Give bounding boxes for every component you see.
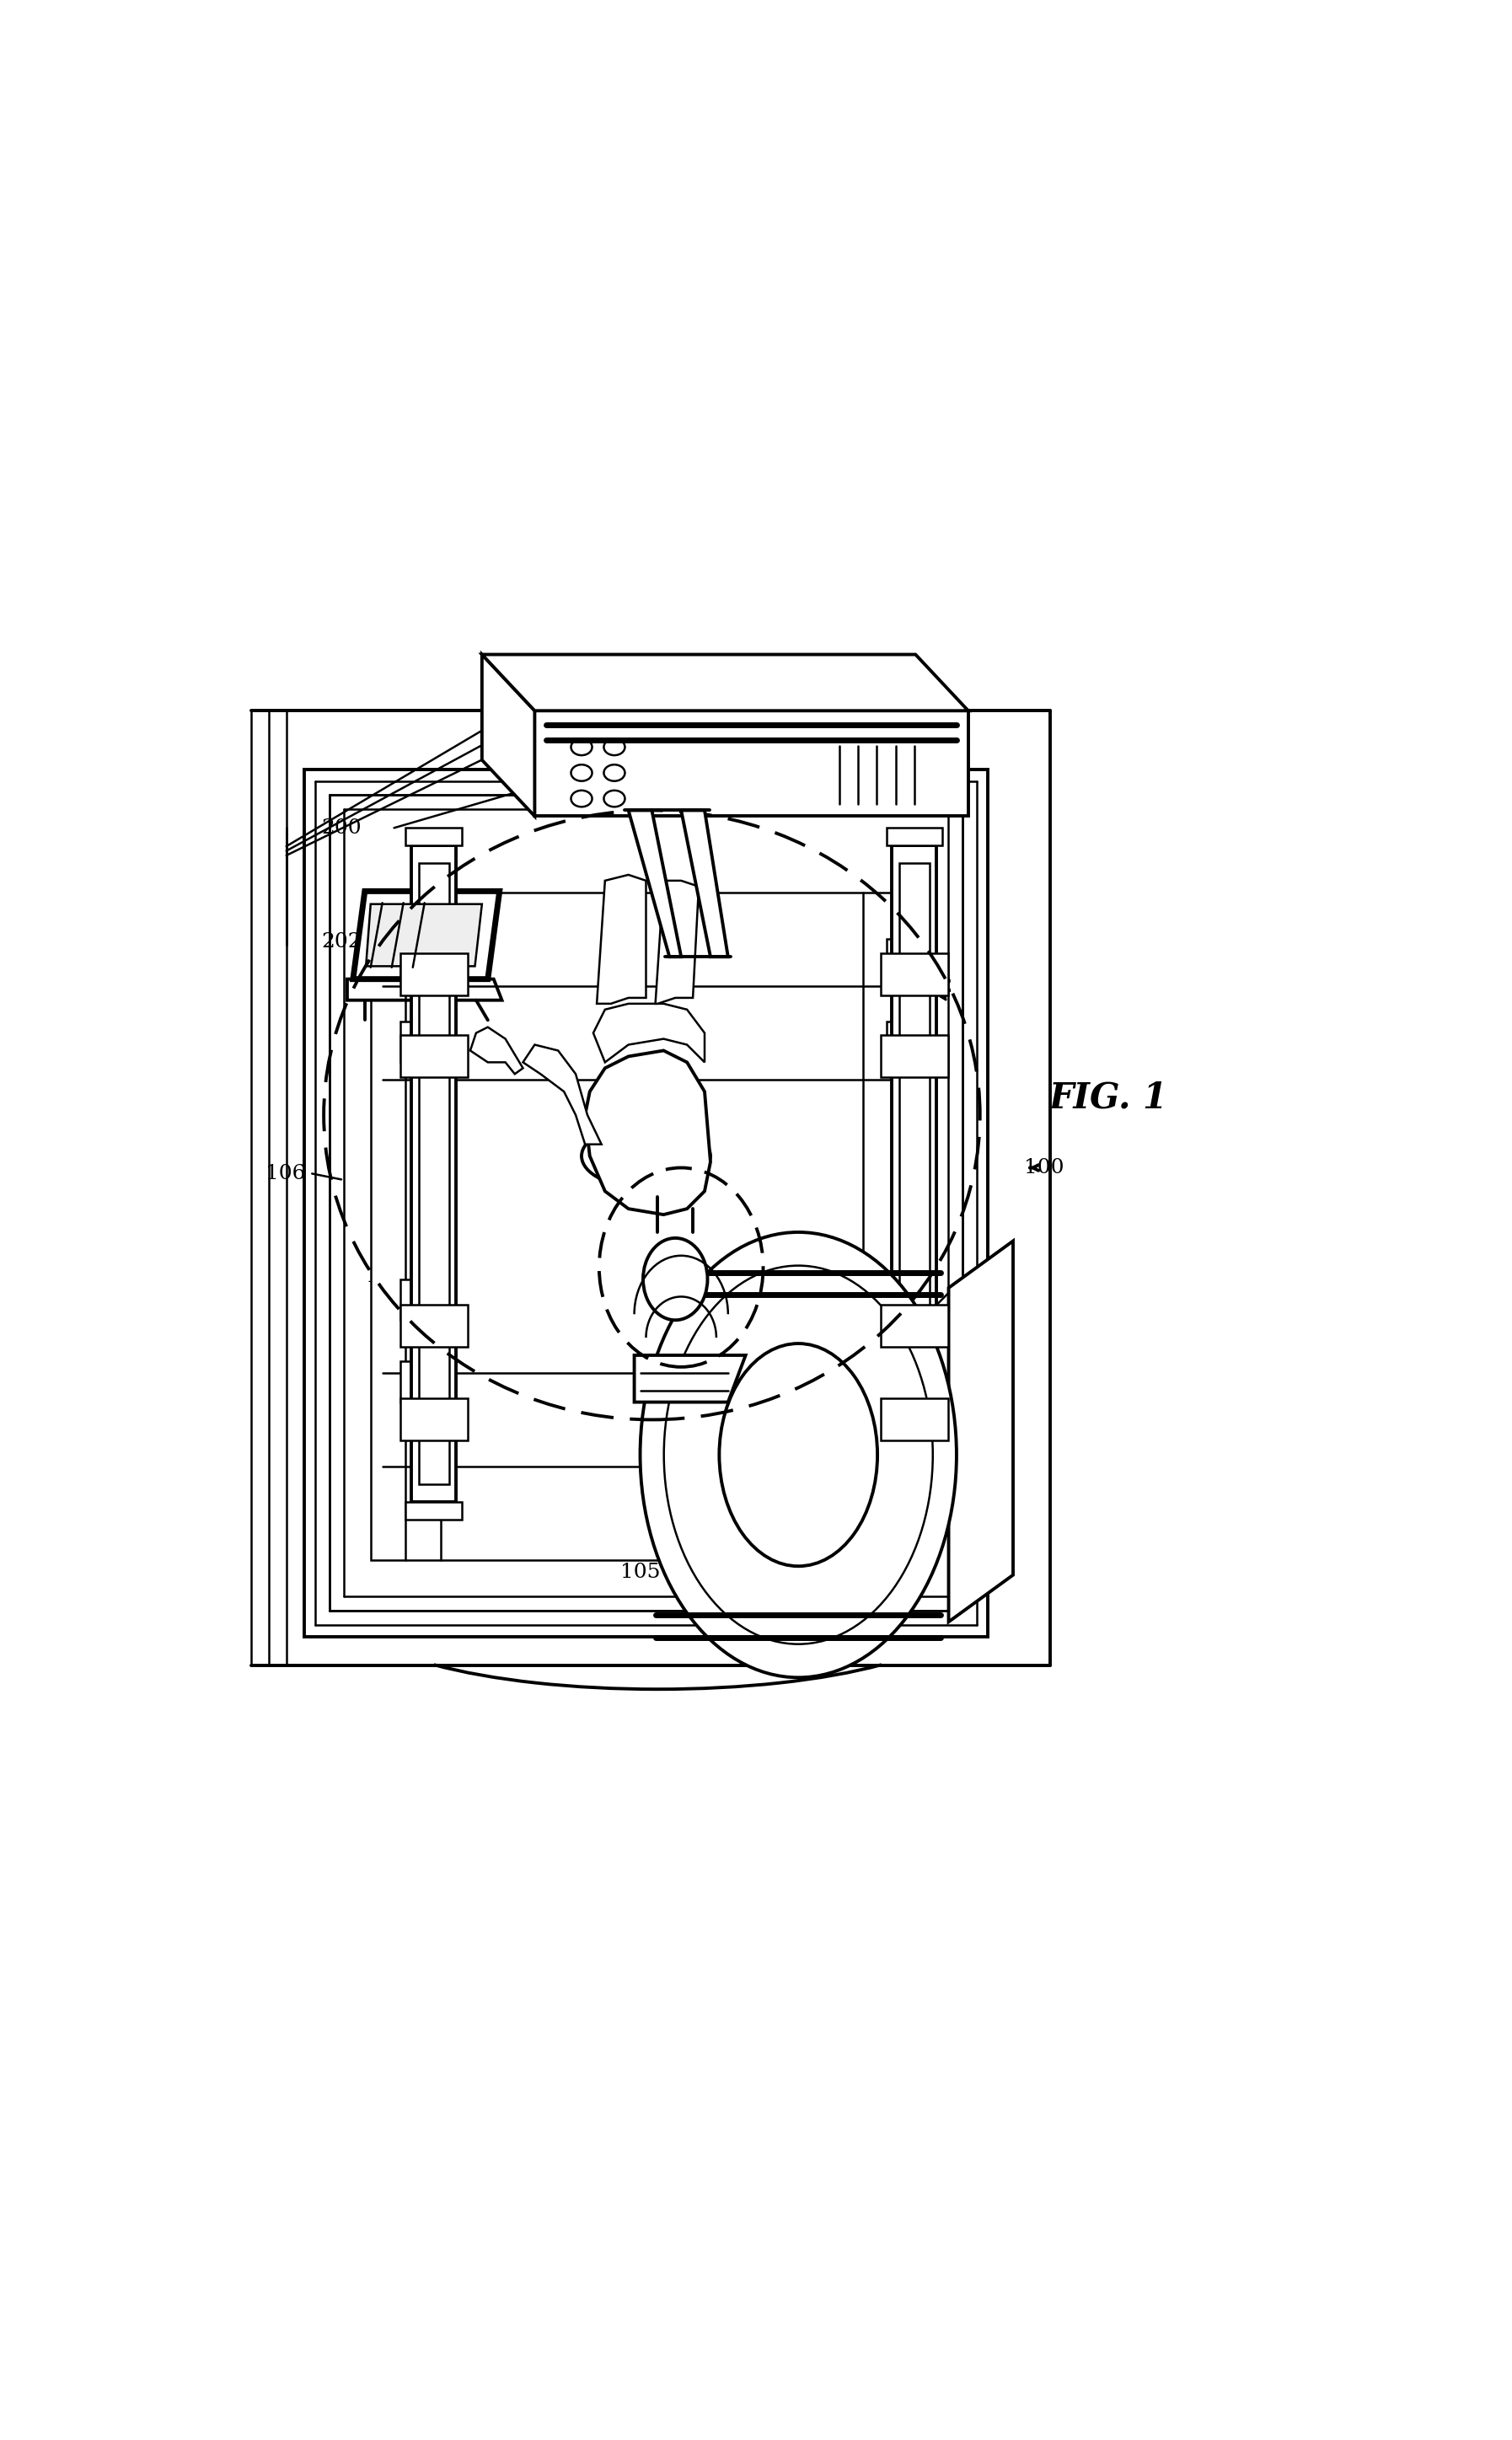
Polygon shape (948, 1242, 1013, 1623)
Text: 102: 102 (913, 976, 953, 996)
Polygon shape (597, 876, 646, 1003)
Text: y: y (759, 1013, 771, 1032)
Text: 104: 104 (420, 1191, 461, 1210)
Polygon shape (352, 891, 499, 978)
Polygon shape (886, 939, 915, 981)
Polygon shape (399, 954, 467, 996)
Polygon shape (585, 1052, 711, 1215)
Ellipse shape (664, 1266, 933, 1645)
Text: 112: 112 (838, 1115, 877, 1135)
Polygon shape (523, 1044, 602, 1144)
Polygon shape (655, 881, 699, 1003)
Text: 114: 114 (667, 1413, 708, 1432)
Polygon shape (348, 978, 502, 1000)
Polygon shape (399, 939, 429, 981)
Polygon shape (886, 827, 942, 847)
Text: z: z (596, 942, 606, 961)
Text: 202: 202 (321, 932, 361, 952)
Polygon shape (399, 1305, 467, 1347)
Ellipse shape (720, 1344, 877, 1566)
Polygon shape (680, 810, 727, 956)
Polygon shape (635, 1354, 745, 1403)
Polygon shape (366, 905, 482, 966)
Polygon shape (629, 810, 680, 956)
Text: FIG. 1: FIG. 1 (1049, 1081, 1169, 1115)
Polygon shape (880, 1305, 948, 1347)
Polygon shape (886, 1279, 915, 1320)
Text: 106: 106 (265, 1164, 305, 1183)
Polygon shape (370, 893, 933, 1559)
Polygon shape (892, 847, 936, 1501)
Text: 130: 130 (910, 1330, 951, 1349)
Text: 118: 118 (507, 1398, 546, 1418)
Polygon shape (411, 847, 457, 1501)
Polygon shape (482, 654, 535, 817)
Polygon shape (399, 1398, 467, 1440)
Polygon shape (399, 1035, 467, 1078)
Ellipse shape (643, 1237, 708, 1320)
Text: 108: 108 (691, 969, 730, 988)
Polygon shape (880, 1035, 948, 1078)
Polygon shape (886, 1362, 915, 1403)
Ellipse shape (582, 1125, 711, 1188)
Polygon shape (405, 827, 463, 847)
Polygon shape (880, 954, 948, 996)
Polygon shape (405, 1501, 463, 1520)
Polygon shape (880, 1398, 948, 1440)
Text: 200: 200 (321, 817, 361, 837)
Text: 100: 100 (1025, 1159, 1064, 1179)
Polygon shape (470, 1027, 523, 1074)
Polygon shape (886, 1022, 915, 1061)
Polygon shape (593, 1003, 705, 1061)
Polygon shape (535, 710, 968, 817)
Polygon shape (304, 769, 989, 1637)
Text: 103: 103 (954, 1283, 993, 1303)
Text: 116: 116 (366, 1266, 405, 1286)
Text: 105: 105 (620, 1562, 661, 1581)
Polygon shape (886, 1501, 942, 1520)
Polygon shape (399, 1022, 429, 1061)
Polygon shape (482, 654, 968, 710)
Ellipse shape (640, 1232, 957, 1676)
Text: x: x (703, 869, 715, 888)
Polygon shape (399, 1362, 429, 1403)
Polygon shape (399, 1279, 429, 1320)
Text: 110: 110 (510, 1147, 549, 1166)
